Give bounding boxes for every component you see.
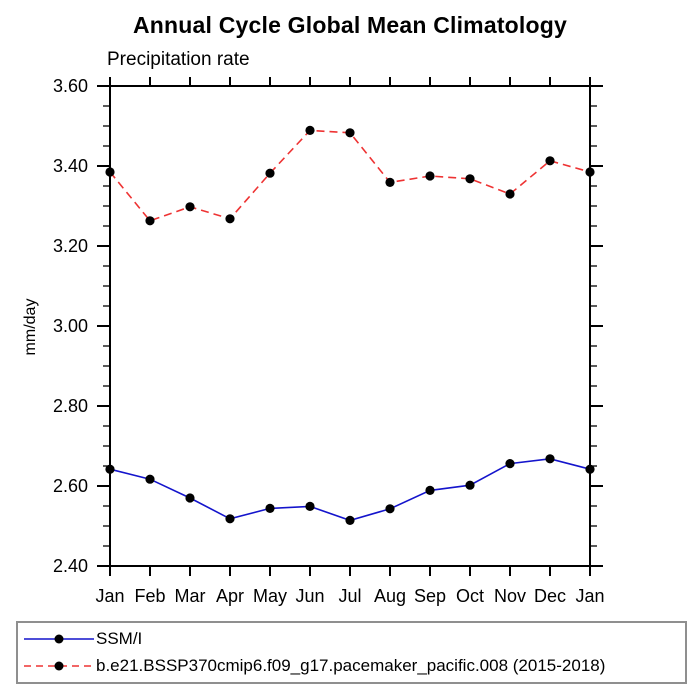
data-point-marker xyxy=(185,493,195,503)
legend-sample-marker xyxy=(54,661,64,671)
data-point-marker xyxy=(465,174,475,184)
data-point-marker xyxy=(145,216,155,226)
x-tick-label: Dec xyxy=(534,586,566,606)
data-point-marker xyxy=(345,515,355,526)
y-tick-label: 3.40 xyxy=(53,156,88,176)
legend-label-ssmi: SSM/I xyxy=(96,629,143,648)
data-point-marker xyxy=(225,214,235,224)
data-point-marker xyxy=(265,503,275,513)
x-tick-label: Aug xyxy=(374,586,406,606)
data-point-marker xyxy=(345,128,355,138)
data-point-marker xyxy=(545,156,555,166)
data-point-marker xyxy=(265,168,275,178)
series-line-0 xyxy=(109,457,591,522)
legend-line-sample-dashed xyxy=(24,661,94,671)
x-tick-label: Jan xyxy=(575,586,604,606)
data-point-marker xyxy=(585,167,595,177)
data-point-marker xyxy=(305,125,315,135)
data-point-marker xyxy=(105,464,115,474)
data-point-marker xyxy=(305,501,315,511)
legend-sample-marker xyxy=(54,634,64,644)
x-tick-label: Jan xyxy=(95,586,124,606)
series-line-1 xyxy=(109,129,591,222)
y-tick-label: 3.60 xyxy=(53,76,88,96)
x-tick-label: Sep xyxy=(414,586,446,606)
y-tick-label: 3.00 xyxy=(53,316,88,336)
chart-subtitle: Precipitation rate xyxy=(107,49,250,70)
x-tick-label: Jun xyxy=(295,586,324,606)
x-tick-label: Mar xyxy=(175,586,206,606)
legend-line-sample-solid xyxy=(24,634,94,644)
chart-title: Annual Cycle Global Mean Climatology xyxy=(132,12,568,38)
data-point-marker xyxy=(505,189,515,199)
plot-area: 2.40 2.60 2.80 3.00 3.20 3.40 3.60 Jan Feb Mar Apr… xyxy=(53,76,605,606)
data-point-marker xyxy=(145,474,155,484)
data-point-marker xyxy=(105,167,115,177)
x-tick-label: Jul xyxy=(338,586,361,606)
legend-label-model: b.e21.BSSP370cmip6.f09_g17.pacemaker_pac… xyxy=(96,656,606,675)
y-tick-label: 3.20 xyxy=(53,236,88,256)
x-tick-label: Oct xyxy=(456,586,484,606)
data-point-marker xyxy=(585,464,595,474)
data-point-marker xyxy=(425,485,435,495)
y-tick-label: 2.40 xyxy=(53,556,88,576)
data-point-marker xyxy=(465,480,475,490)
x-tick-label: Nov xyxy=(494,586,526,606)
data-point-marker xyxy=(225,514,235,524)
legend-item-ssmi: SSM/I xyxy=(22,628,685,650)
x-tick-label: May xyxy=(253,586,287,606)
x-tick-label: Apr xyxy=(216,586,244,606)
y-tick-label: 2.60 xyxy=(53,476,88,496)
legend-box: SSM/I b.e21.BSSP370cmip6.f09_g17.pacemak… xyxy=(16,621,687,684)
legend-item-model: b.e21.BSSP370cmip6.f09_g17.pacemaker_pac… xyxy=(22,655,685,677)
data-point-marker xyxy=(385,177,395,187)
data-point-marker xyxy=(185,202,195,212)
data-point-marker xyxy=(425,171,435,181)
data-point-marker xyxy=(505,459,515,469)
y-tick-label: 2.80 xyxy=(53,396,88,416)
data-point-marker xyxy=(545,454,555,464)
data-point-marker xyxy=(385,504,395,514)
x-tick-label: Feb xyxy=(134,586,165,606)
